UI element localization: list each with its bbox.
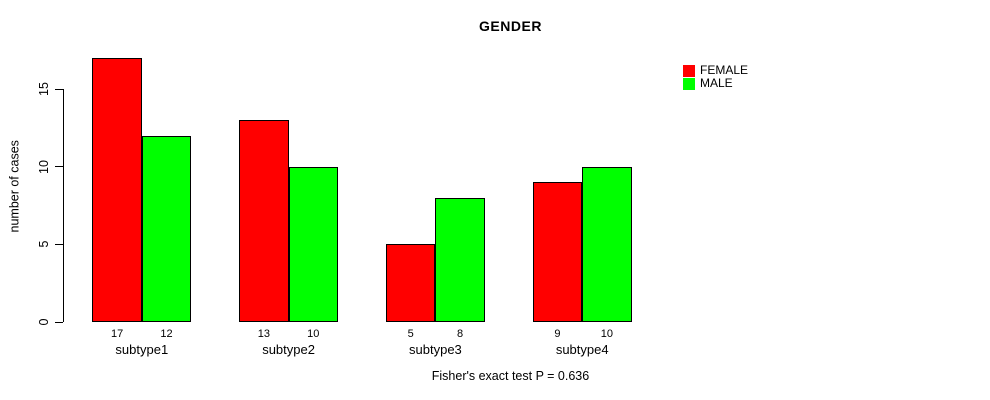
bar-female-subtype4	[532, 182, 583, 322]
legend-item-female: FEMALE	[683, 64, 748, 77]
y-axis-tick-15	[55, 88, 63, 90]
y-axis-tick-label-0: 0	[37, 318, 51, 326]
x-axis-group-label-subtype2: subtype2	[262, 342, 315, 357]
legend-item-male: MALE	[683, 77, 748, 90]
y-axis-tick-0	[55, 321, 63, 323]
y-axis-tick-label-15: 15	[37, 82, 51, 96]
bar-value-male-subtype2: 10	[307, 328, 320, 340]
chart-title: GENDER	[479, 18, 542, 34]
bar-male-subtype4	[582, 166, 632, 322]
stat-test-annotation: Fisher's exact test P = 0.636	[431, 369, 590, 383]
legend: FEMALE MALE	[683, 64, 748, 90]
bar-male-subtype1	[141, 135, 192, 322]
bar-female-subtype1	[92, 57, 142, 322]
y-axis-line	[63, 89, 64, 322]
legend-label-male: MALE	[700, 76, 733, 90]
bar-female-subtype3	[386, 244, 436, 322]
legend-swatch-male	[683, 77, 695, 90]
bar-female-subtype2	[239, 120, 289, 322]
y-axis-tick-label-10: 10	[37, 159, 51, 174]
bar-value-female-subtype1: 17	[110, 328, 124, 340]
legend-swatch-female	[683, 64, 695, 77]
legend-label-female: FEMALE	[700, 63, 749, 77]
bar-value-female-subtype4: 9	[554, 328, 561, 340]
bar-value-female-subtype2: 13	[257, 328, 270, 340]
bar-male-subtype3	[435, 197, 485, 322]
bar-male-subtype2	[288, 166, 338, 322]
y-axis-label: number of cases	[7, 140, 22, 233]
x-axis-group-label-subtype4: subtype4	[555, 342, 609, 357]
x-axis-group-label-subtype1: subtype1	[115, 342, 169, 357]
x-axis-group-label-subtype3: subtype3	[409, 342, 462, 357]
bar-value-male-subtype3: 8	[457, 328, 464, 340]
bar-value-female-subtype3: 5	[407, 328, 414, 340]
y-axis-tick-10	[55, 166, 63, 168]
bar-value-male-subtype1: 12	[160, 328, 173, 340]
y-axis-tick-5	[55, 243, 63, 245]
bar-value-male-subtype4: 10	[600, 328, 613, 340]
y-axis-tick-label-5: 5	[37, 240, 51, 248]
